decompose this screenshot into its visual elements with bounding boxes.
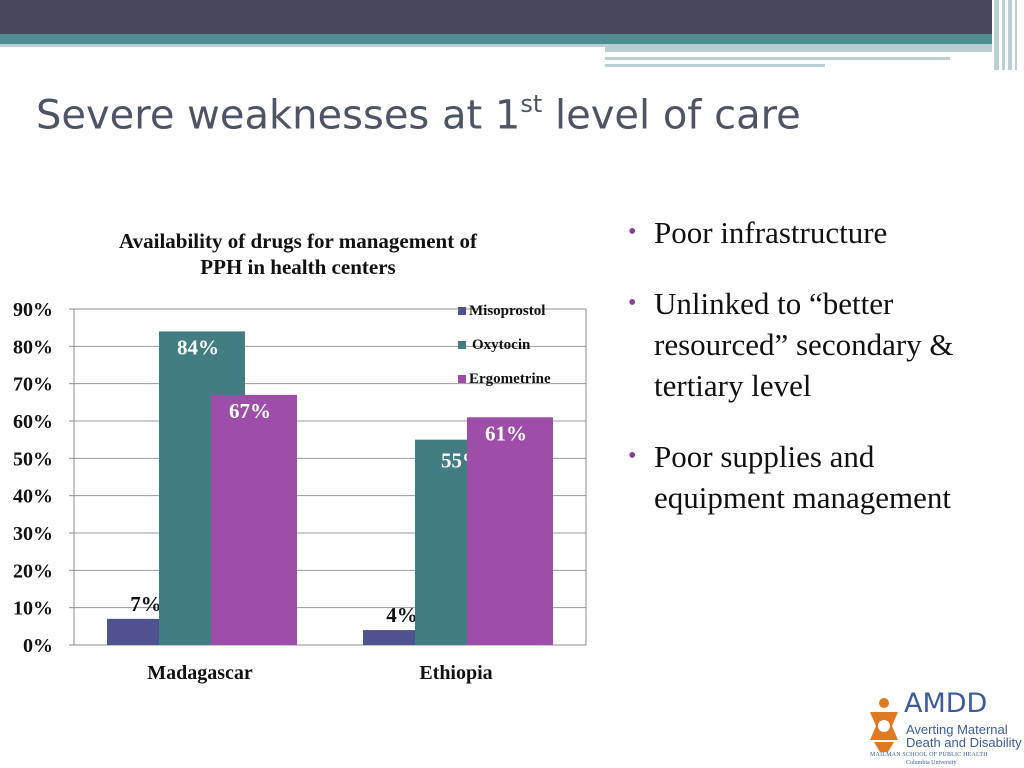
data-label: 4% [386,603,418,627]
y-tick-label: 20% [13,560,53,582]
header-accent-line [0,44,605,47]
data-label: 67% [229,399,271,423]
bar-ergometrine [467,417,553,645]
amdd-emblem-icon [870,698,898,752]
y-tick-label: 10% [13,598,53,620]
legend-label: Misoprostol [469,303,545,319]
data-label: 7% [130,592,162,616]
header-vertical-stripe [1008,0,1012,70]
slide-title: Severe weaknesses at 1st level of care [36,90,801,139]
header-vertical-stripe [1002,0,1005,70]
bullet-item: • Poor infrastructure [628,212,1008,253]
header-decoration [0,0,1024,70]
header-vertical-stripe [994,0,999,70]
legend-swatch [458,307,466,315]
logo-line-1: Averting Maternal [906,722,1008,737]
header-accent-line [605,64,825,67]
bullet-list: • Poor infrastructure • Unlinked to “bette… [628,212,1008,548]
header-accent-line [605,57,950,60]
bullet-dot-icon: • [628,219,637,245]
y-tick-label: 50% [13,448,53,470]
y-tick-label: 80% [13,336,53,358]
logo-school: MAILMAN SCHOOL OF PUBLIC HEALTH [870,752,988,758]
amdd-logo: AMDD Averting Maternal Death and Disabil… [862,688,1022,768]
legend-label: Oxytocin [472,337,531,353]
header-teal-band [0,34,1024,44]
legend-swatch [458,341,466,349]
bullet-dot-icon: • [628,443,637,469]
chart-title-line-1: Availability of drugs for management of [119,229,477,253]
data-label: 61% [485,421,527,445]
bar-ergometrine [211,394,297,645]
legend-swatch [458,375,466,383]
chart-title: Availability of drugs for management of … [48,228,548,280]
logo-line-2: Death and Disability [906,735,1022,750]
header-accent-block [605,44,1005,52]
data-label: 84% [177,335,219,359]
logo-wordmark: AMDD [904,688,988,719]
y-tick-label: 60% [13,411,53,433]
y-tick-label: 90% [13,299,53,321]
y-tick-label: 0% [23,635,53,657]
y-tick-label: 40% [13,486,53,508]
bar-chart: 0% 10% 20% 30% 40% 50% 60% 70% 80% 90% 7% 84% 67% Mad… [13,299,587,684]
logo-university: Columbia University [906,760,957,766]
legend-label: Ergometrine [469,371,551,387]
header-vertical-stripe [1015,0,1017,70]
category-label: Madagascar [147,662,253,684]
chart-title-line-2: PPH in health centers [200,255,396,279]
y-tick-label: 70% [13,374,53,396]
category-label: Ethiopia [419,662,492,684]
bullet-dot-icon: • [628,290,637,316]
y-tick-label: 30% [13,523,53,545]
bullet-item: • Unlinked to “better resourced” secondar… [628,283,1008,406]
bullet-item: • Poor supplies and equipment management [628,436,1008,518]
header-dark-band [0,0,1024,34]
